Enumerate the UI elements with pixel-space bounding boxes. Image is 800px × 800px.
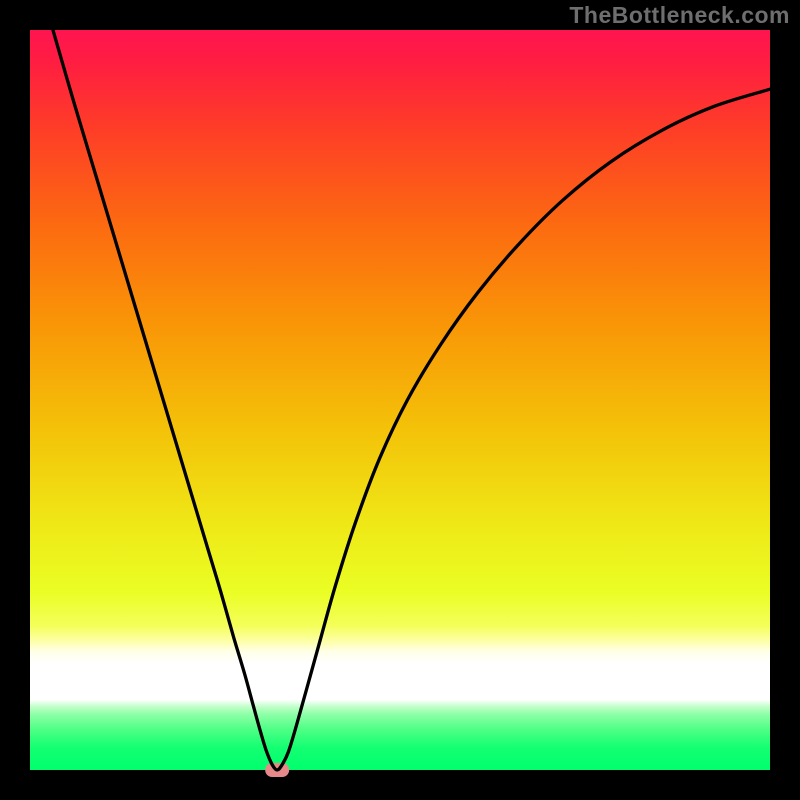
watermark-text: TheBottleneck.com [569,2,790,29]
chart-root: TheBottleneck.com [0,0,800,800]
gradient-plot-area [30,30,770,770]
